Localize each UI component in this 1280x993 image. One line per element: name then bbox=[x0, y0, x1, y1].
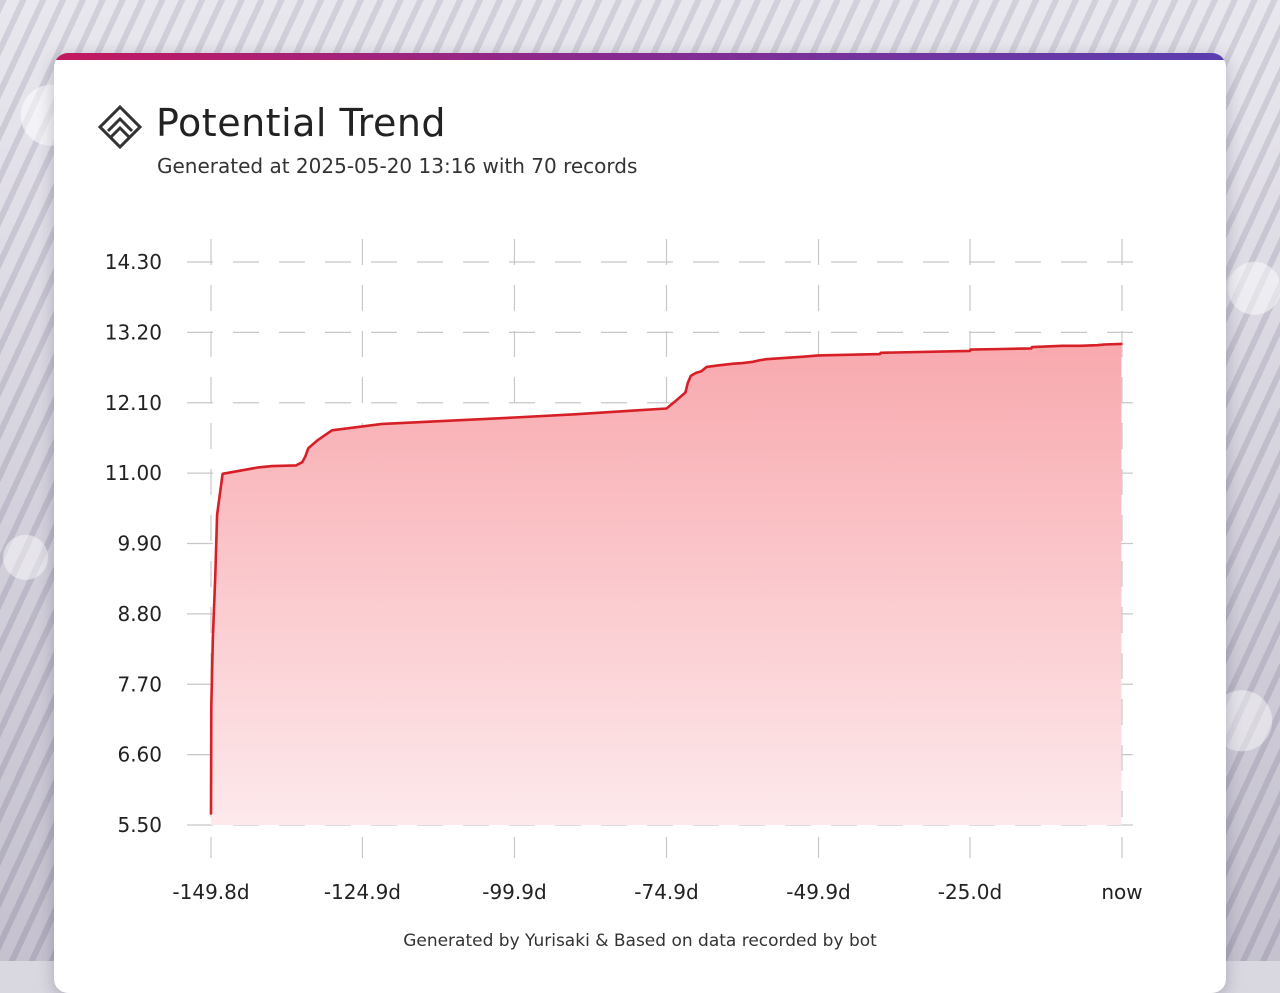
y-tick-label: 7.70 bbox=[117, 672, 162, 696]
y-tick-label: 8.80 bbox=[117, 602, 162, 626]
potential-trend-chart: 5.50 6.60 7.70 8.80 9.90 11.00 12.10 13.20 14.30… bbox=[105, 239, 1150, 904]
x-tick-label: -124.9d bbox=[324, 880, 401, 904]
series-line bbox=[209, 342, 1123, 815]
x-tick-label: now bbox=[1101, 880, 1142, 904]
page-title: Potential Trend bbox=[156, 101, 447, 145]
series-area bbox=[211, 343, 1122, 825]
x-tick-label: -74.9d bbox=[634, 880, 698, 904]
page-subtitle: Generated at 2025-05-20 13:16 with 70 re… bbox=[157, 154, 638, 178]
footer-credit: Generated by Yurisaki & Based on data re… bbox=[403, 931, 877, 951]
x-tick-label: -49.9d bbox=[786, 880, 850, 904]
accent-bar bbox=[54, 53, 1226, 60]
y-tick-label: 5.50 bbox=[117, 813, 162, 837]
layered-chevron-up-icon bbox=[98, 105, 142, 149]
x-tick-label: -25.0d bbox=[938, 880, 1002, 904]
y-tick-label: 6.60 bbox=[117, 743, 162, 767]
x-tick-label: -99.9d bbox=[482, 880, 546, 904]
y-tick-label: 14.30 bbox=[105, 250, 162, 274]
x-tick-label: -149.8d bbox=[172, 880, 249, 904]
y-tick-label: 12.10 bbox=[105, 391, 162, 415]
y-tick-label: 13.20 bbox=[105, 320, 162, 344]
chart-card: Potential Trend Generated at 2025-05-20 … bbox=[54, 53, 1226, 993]
y-tick-label: 11.00 bbox=[105, 461, 162, 485]
y-tick-label: 9.90 bbox=[117, 532, 162, 556]
